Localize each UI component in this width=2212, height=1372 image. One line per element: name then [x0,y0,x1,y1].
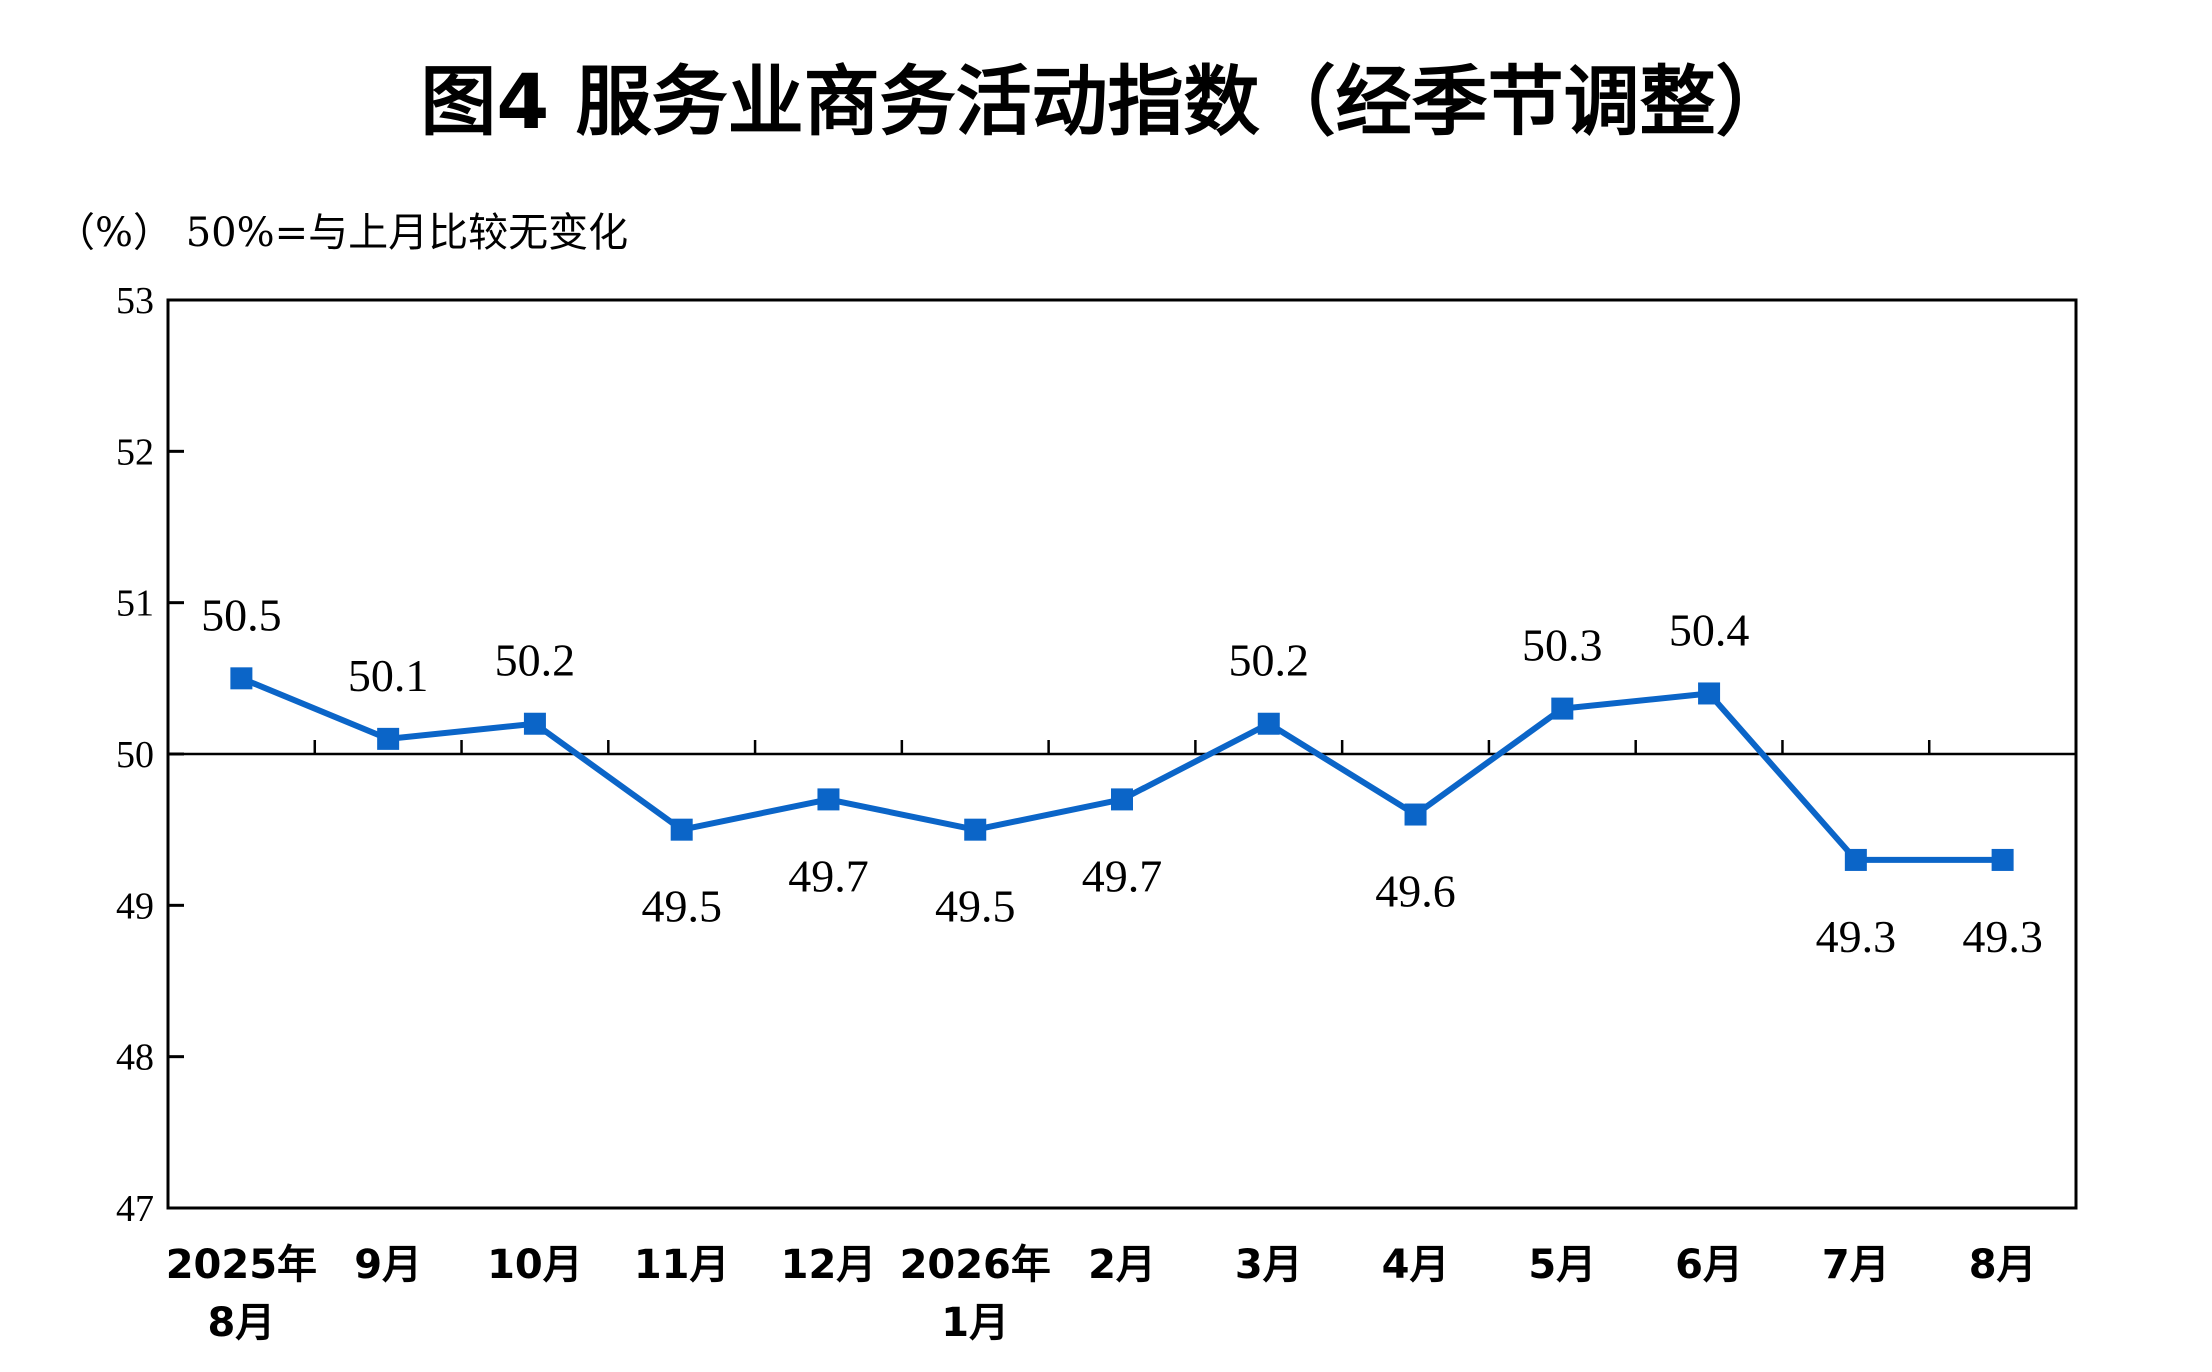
data-label: 50.1 [348,650,429,701]
data-point [1257,712,1280,735]
x-tick-label: 12月 [781,1242,877,1288]
x-tick-label: 5月 [1528,1242,1596,1288]
y-axis: 47 48 49 50 51 52 53 [116,280,184,1230]
data-point [1991,848,2014,871]
x-tick-label: 11月 [634,1242,730,1288]
x-tick-label: 8月 [1969,1242,2037,1288]
data-label: 50.2 [1229,635,1310,686]
x-tick-label: 6月 [1675,1242,1743,1288]
x-tick-label: 3月 [1235,1242,1303,1288]
data-label: 49.7 [1082,850,1163,901]
data-label: 49.6 [1375,866,1456,917]
data-label: 49.5 [641,881,722,932]
data-point [670,818,693,841]
x-tick-label: 8月 [207,1300,275,1346]
data-label: 50.5 [201,589,282,640]
data-labels: 50.5 50.1 50.2 49.5 49.7 49.5 49.7 50.2 49.6 50.3… [201,589,2043,962]
chart-title: 图4 服务业商务活动指数（经季节调整） [420,57,1791,146]
y-tick-label: 51 [116,583,154,625]
data-label: 49.7 [788,850,869,901]
x-tick-label: 9月 [354,1242,422,1288]
y-tick-label: 47 [116,1188,154,1230]
data-label: 50.2 [495,635,576,686]
data-point [1551,697,1574,720]
x-tick-label: 2025年 [166,1242,317,1288]
y-tick-label: 50 [116,734,154,776]
data-label: 49.5 [935,881,1016,932]
data-point [817,788,840,811]
data-point [1404,803,1427,826]
series-line [240,675,2003,863]
data-point [1111,788,1133,811]
data-point [377,727,400,750]
x-tick-label: 2月 [1088,1242,1156,1288]
data-point [1844,848,1867,871]
data-label: 49.3 [1816,911,1897,962]
x-tick-label: 2026年 [900,1242,1051,1288]
x-tick-label: 1月 [941,1300,1009,1346]
x-axis: 2025年 8月 9月 10月 11月 12月 2026年 1月 2月 3月 4月 5月 6月 7月 8月 [166,740,2037,1346]
y-tick-label: 48 [116,1037,154,1079]
series-markers [230,667,2014,871]
data-point [230,667,253,690]
y-tick-label: 49 [116,885,154,927]
data-label: 50.3 [1522,620,1603,671]
x-tick-label: 7月 [1822,1242,1890,1288]
data-point [523,712,546,735]
x-tick-label: 10月 [487,1242,583,1288]
unit-note: （%） 50%=与上月比较无变化 [55,210,628,256]
data-point [1698,682,1721,705]
y-tick-label: 52 [116,431,154,473]
y-tick-label: 53 [116,280,154,322]
x-tick-label: 4月 [1382,1242,1450,1288]
data-label: 50.4 [1669,604,1750,655]
data-label: 49.3 [1962,911,2043,962]
data-point [964,818,987,841]
